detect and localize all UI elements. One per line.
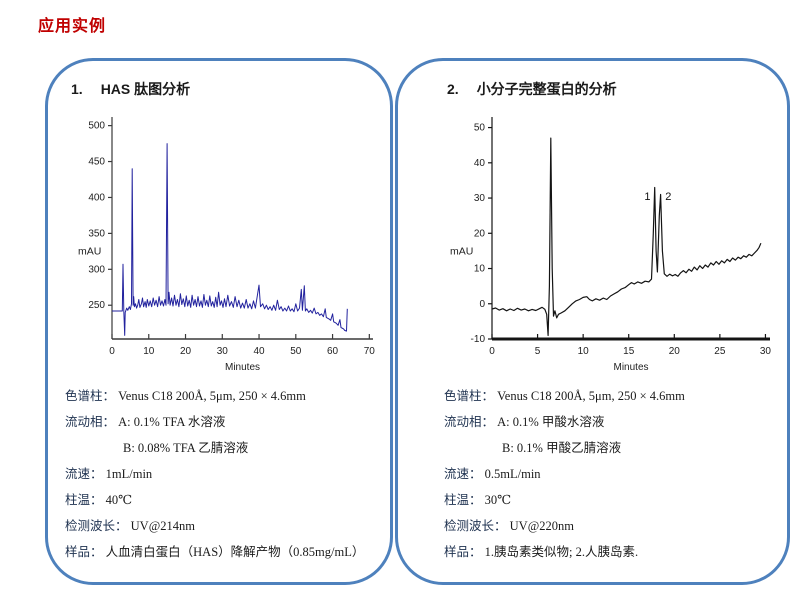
param-value: 人血清白蛋白（HAS）降解产物（0.85mg/mL） <box>105 545 365 559</box>
param-value: 0.5mL/min <box>484 467 541 481</box>
svg-text:15: 15 <box>623 346 635 357</box>
param-value: B: 0.08% TFA 乙腈溶液 <box>123 441 249 455</box>
param-sample: 样品： 人血清白蛋白（HAS）降解产物（0.85mg/mL） <box>65 539 385 565</box>
param-mobile-phase-a: 流动相： A: 0.1% TFA 水溶液 <box>65 409 385 435</box>
param-value: 1mL/min <box>105 467 153 481</box>
param-value: 1.胰岛素类似物; 2.人胰岛素. <box>484 545 639 559</box>
svg-text:20: 20 <box>180 346 192 357</box>
param-mobile-phase-a: 流动相： A: 0.1% 甲酸水溶液 <box>444 409 784 435</box>
svg-text:40: 40 <box>474 158 486 169</box>
param-label: 检测波长： <box>65 519 128 533</box>
svg-text:60: 60 <box>327 346 339 357</box>
svg-text:500: 500 <box>88 121 105 132</box>
panel-2-params: 色谱柱： Venus C18 200Å, 5μm, 250 × 4.6mm 流动… <box>444 383 784 565</box>
param-label: 样品： <box>444 545 482 559</box>
svg-text:400: 400 <box>88 192 105 203</box>
param-mobile-phase-b: B: 0.08% TFA 乙腈溶液 <box>65 435 385 461</box>
svg-text:50: 50 <box>474 123 486 134</box>
param-label: 流动相： <box>444 415 495 429</box>
param-column: 色谱柱： Venus C18 200Å, 5μm, 250 × 4.6mm <box>444 383 784 409</box>
svg-text:350: 350 <box>88 228 105 239</box>
param-mobile-phase-b: B: 0.1% 甲酸乙腈溶液 <box>444 435 784 461</box>
panel-intact-protein: 2. 小分子完整蛋白的分析 -10 0 10 20 30 40 50 0 5 10 15 20 25 30 m… <box>395 58 790 585</box>
svg-text:20: 20 <box>669 346 681 357</box>
param-label: 柱温： <box>444 493 482 507</box>
svg-text:30: 30 <box>760 346 772 357</box>
svg-text:450: 450 <box>88 157 105 168</box>
param-column: 色谱柱： Venus C18 200Å, 5μm, 250 × 4.6mm <box>65 383 385 409</box>
panel-1-header: 1. HAS 肽图分析 <box>71 79 190 99</box>
svg-text:70: 70 <box>364 346 376 357</box>
svg-text:Minutes: Minutes <box>613 362 648 373</box>
param-label: 流速： <box>65 467 103 481</box>
svg-text:20: 20 <box>474 228 486 239</box>
param-value: UV@214nm <box>130 519 195 533</box>
param-label: 检测波长： <box>444 519 507 533</box>
svg-text:40: 40 <box>253 346 265 357</box>
param-value: UV@220nm <box>509 519 574 533</box>
svg-text:30: 30 <box>474 193 486 204</box>
param-flow-rate: 流速： 0.5mL/min <box>444 461 784 487</box>
svg-text:10: 10 <box>578 346 590 357</box>
chromatogram-has-peptide-map: 250 300 350 400 450 500 0 10 20 30 40 50 60 70 mAU Minu… <box>78 117 376 373</box>
param-detection-wavelength: 检测波长： UV@220nm <box>444 513 784 539</box>
param-sample: 样品： 1.胰岛素类似物; 2.人胰岛素. <box>444 539 784 565</box>
svg-text:30: 30 <box>217 346 229 357</box>
svg-text:5: 5 <box>535 346 541 357</box>
param-label: 色谱柱： <box>65 389 116 403</box>
svg-text:0: 0 <box>479 299 485 310</box>
param-value: A: 0.1% 甲酸水溶液 <box>497 415 605 429</box>
svg-text:0: 0 <box>109 346 115 357</box>
param-column-temp: 柱温： 30℃ <box>444 487 784 513</box>
param-label: 色谱柱： <box>444 389 495 403</box>
panel-2-header: 2. 小分子完整蛋白的分析 <box>447 79 617 99</box>
panel-2-number: 2. <box>447 81 459 97</box>
param-value: A: 0.1% TFA 水溶液 <box>118 415 226 429</box>
svg-text:25: 25 <box>714 346 726 357</box>
param-label: 流动相： <box>65 415 116 429</box>
svg-text:1: 1 <box>644 191 650 203</box>
panel-2-title: 小分子完整蛋白的分析 <box>476 81 617 97</box>
panel-has-peptide-map: 1. HAS 肽图分析 250 300 350 400 450 500 0 10 20 30 40 50… <box>45 58 393 585</box>
panel-1-number: 1. <box>71 81 83 97</box>
svg-text:250: 250 <box>88 300 105 311</box>
svg-text:2: 2 <box>665 191 671 203</box>
param-flow-rate: 流速： 1mL/min <box>65 461 385 487</box>
svg-text:mAU: mAU <box>78 246 101 258</box>
svg-text:10: 10 <box>143 346 155 357</box>
svg-text:10: 10 <box>474 264 486 275</box>
page-title: 应用实例 <box>38 18 107 35</box>
param-label: 流速： <box>444 467 482 481</box>
panel-1-params: 色谱柱： Venus C18 200Å, 5μm, 250 × 4.6mm 流动… <box>65 383 385 565</box>
param-value: Venus C18 200Å, 5μm, 250 × 4.6mm <box>497 389 685 403</box>
svg-text:50: 50 <box>290 346 302 357</box>
param-label: 柱温： <box>65 493 103 507</box>
svg-text:mAU: mAU <box>450 246 473 258</box>
param-value: B: 0.1% 甲酸乙腈溶液 <box>502 441 622 455</box>
param-value: Venus C18 200Å, 5μm, 250 × 4.6mm <box>118 389 306 403</box>
svg-text:-10: -10 <box>471 334 486 345</box>
param-column-temp: 柱温： 40℃ <box>65 487 385 513</box>
svg-text:300: 300 <box>88 264 105 275</box>
param-label: 样品： <box>65 545 103 559</box>
param-value: 40℃ <box>105 493 133 507</box>
param-detection-wavelength: 检测波长： UV@214nm <box>65 513 385 539</box>
svg-text:Minutes: Minutes <box>225 362 260 373</box>
svg-text:0: 0 <box>489 346 495 357</box>
param-value: 30℃ <box>484 493 512 507</box>
panel-1-title: HAS 肽图分析 <box>100 81 191 97</box>
